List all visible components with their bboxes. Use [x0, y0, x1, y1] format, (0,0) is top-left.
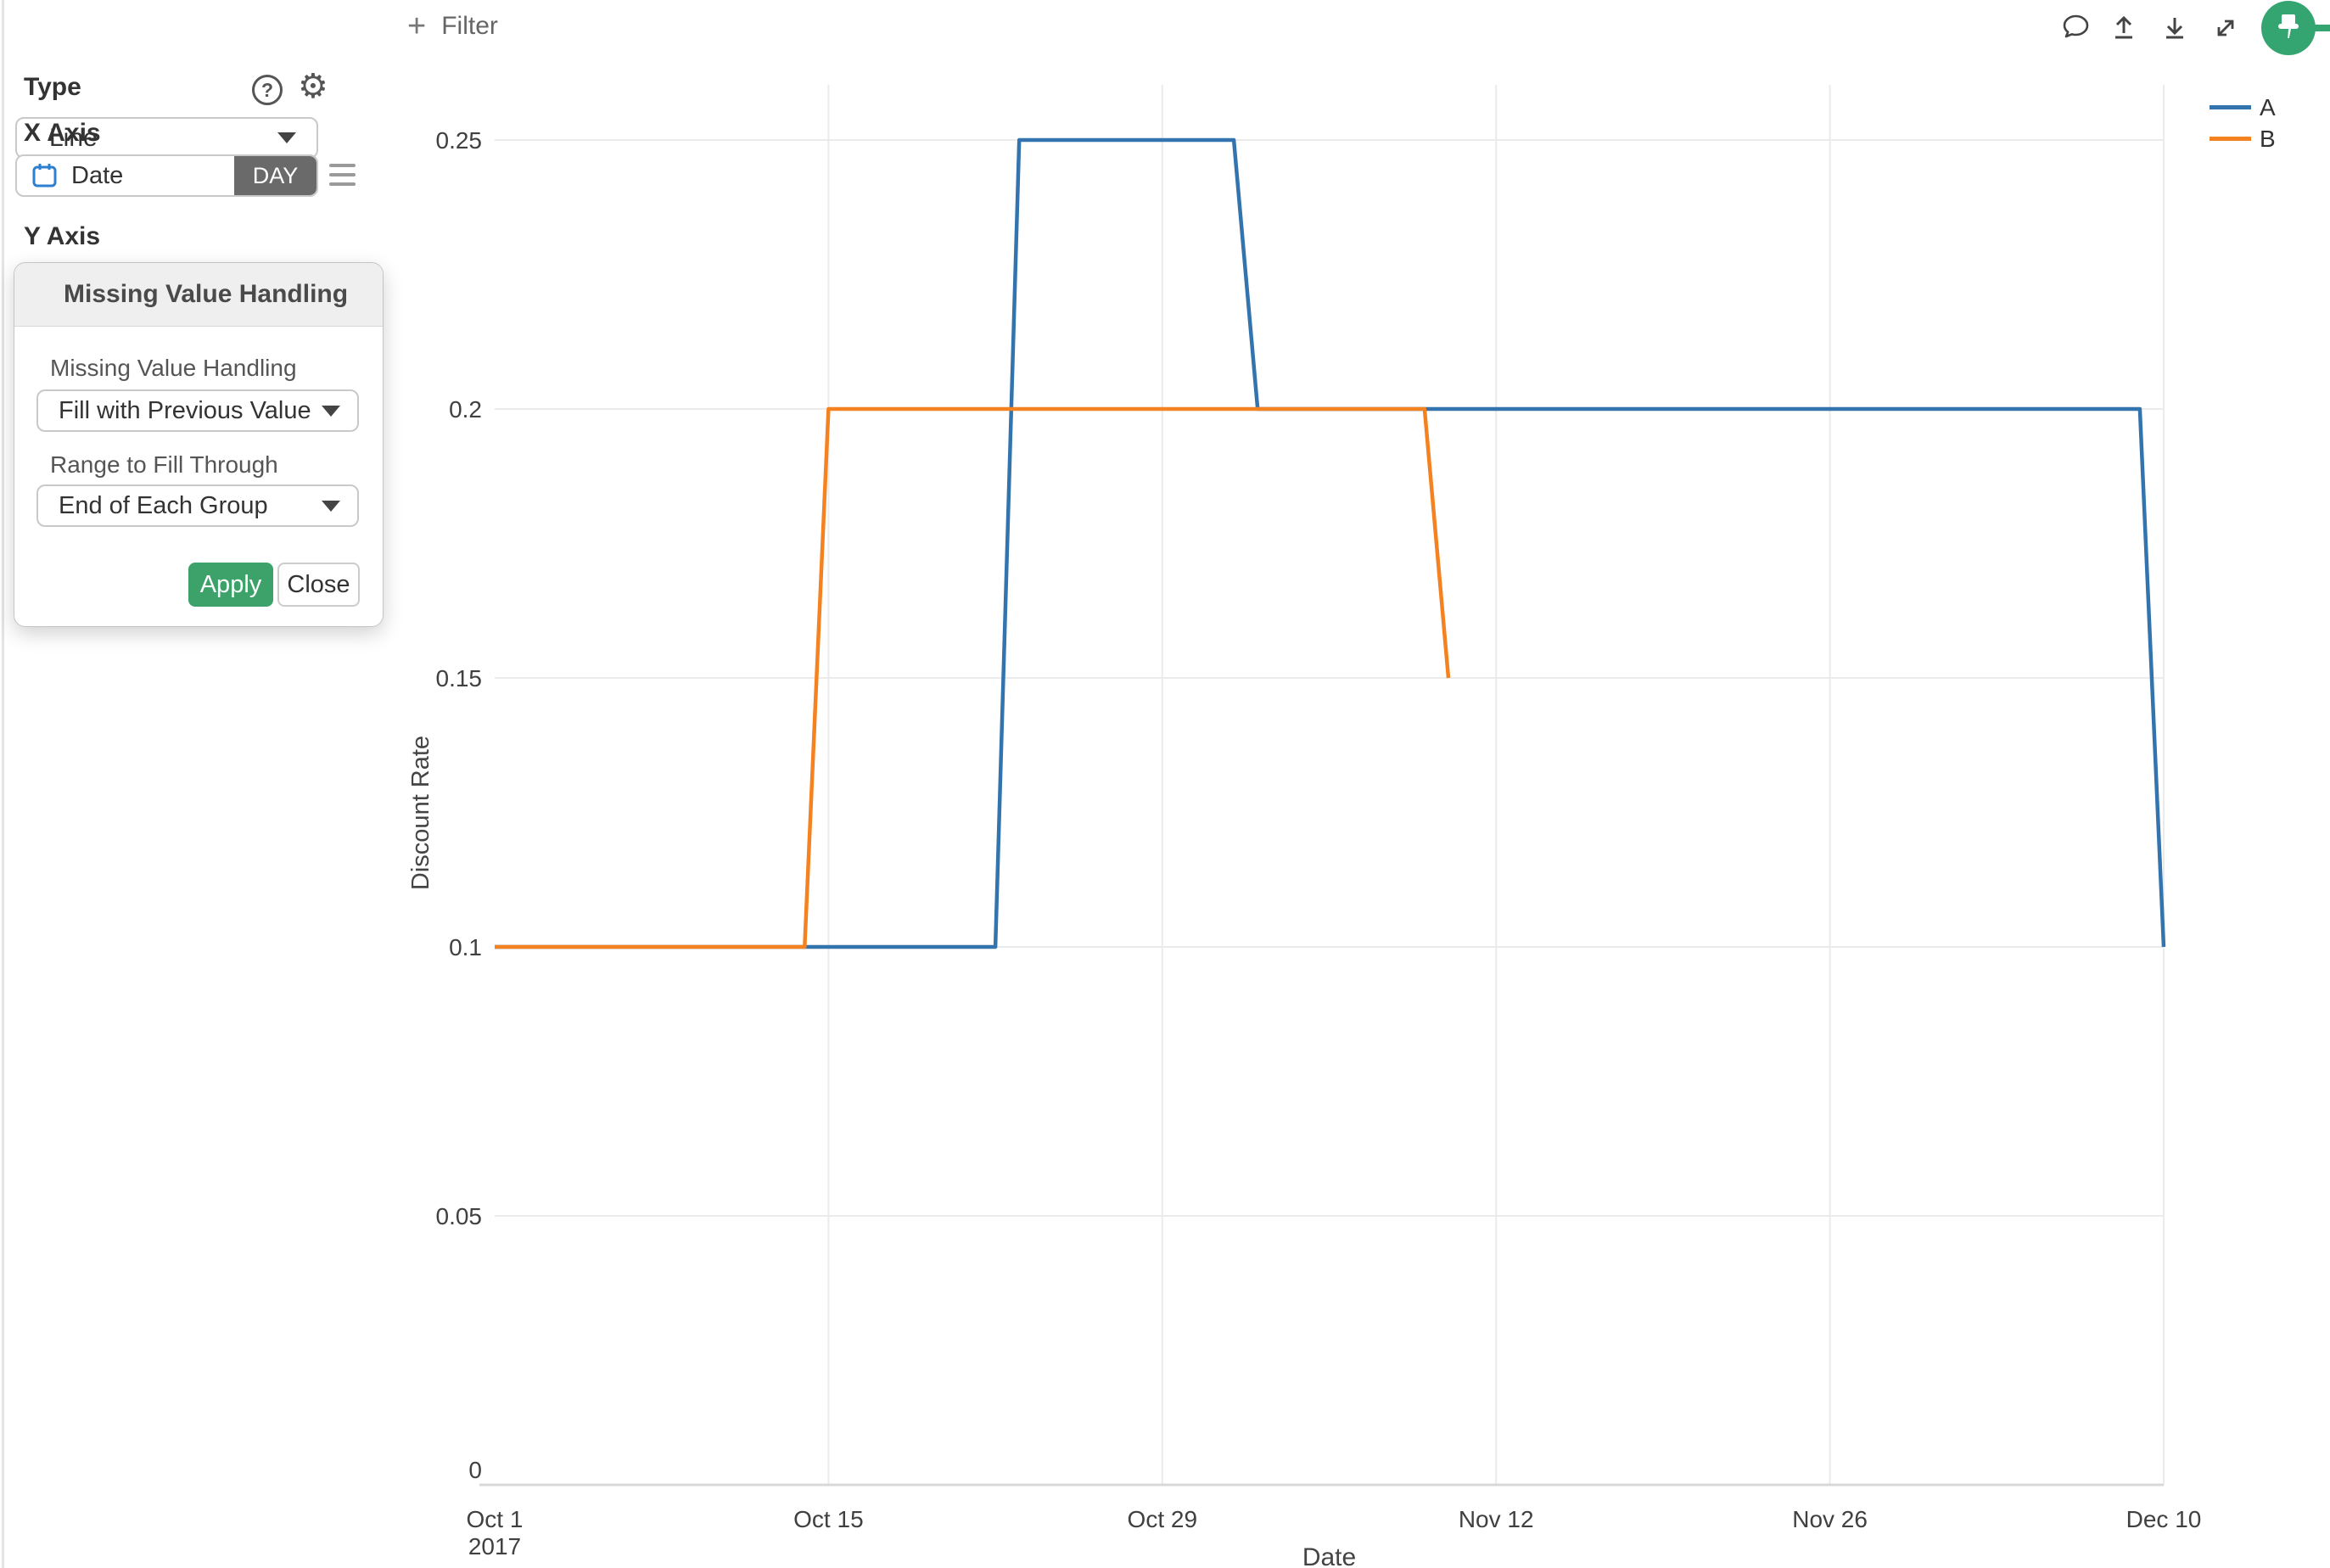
- comment-icon[interactable]: [2058, 11, 2092, 45]
- svg-text:Oct 29: Oct 29: [1128, 1506, 1197, 1532]
- svg-text:Oct 15: Oct 15: [793, 1506, 863, 1532]
- pin-button[interactable]: [2261, 1, 2316, 55]
- chevron-down-icon: [277, 132, 296, 143]
- x-axis-drag-handle-icon[interactable]: [329, 164, 356, 192]
- pin-accent-bar: [2313, 25, 2330, 31]
- download-icon[interactable]: [2158, 11, 2192, 45]
- missing-value-handling-label: Missing Value Handling: [50, 355, 297, 381]
- series-b-label: B: [2260, 125, 2276, 152]
- x-axis-section-label: X Axis: [24, 119, 101, 147]
- dialog-title: Missing Value Handling: [64, 280, 349, 308]
- series-b-swatch: [2210, 137, 2251, 141]
- svg-text:0.05: 0.05: [436, 1203, 483, 1229]
- plus-icon: +: [407, 8, 427, 44]
- svg-text:Oct 1: Oct 1: [467, 1506, 524, 1532]
- range-to-fill-select[interactable]: End of Each Group: [36, 484, 359, 527]
- svg-text:2017: 2017: [468, 1533, 521, 1560]
- chevron-down-icon: [322, 500, 340, 512]
- range-to-fill-label: Range to Fill Through: [50, 451, 278, 478]
- calendar-icon: [32, 164, 57, 188]
- svg-text:0.1: 0.1: [449, 934, 482, 960]
- close-button[interactable]: Close: [277, 563, 360, 607]
- legend-item-a[interactable]: A: [2210, 92, 2276, 123]
- apply-button[interactable]: Apply: [188, 563, 273, 607]
- add-filter-button[interactable]: + Filter: [407, 10, 498, 42]
- type-section-label: Type: [24, 73, 81, 101]
- svg-text:Date: Date: [1302, 1543, 1356, 1568]
- pushpin-icon: [2278, 14, 2299, 38]
- svg-text:0.15: 0.15: [436, 665, 483, 692]
- svg-text:Nov 12: Nov 12: [1459, 1506, 1534, 1532]
- range-to-fill-value: End of Each Group: [59, 491, 268, 519]
- chart-type-select[interactable]: Line: [15, 117, 318, 159]
- x-axis-field[interactable]: Date DAY: [15, 154, 318, 197]
- svg-text:Nov 26: Nov 26: [1792, 1506, 1868, 1532]
- missing-value-dialog: Missing Value Handling Missing Value Han…: [14, 262, 384, 627]
- svg-text:0.2: 0.2: [449, 396, 482, 423]
- x-axis-granularity-badge[interactable]: DAY: [234, 156, 316, 195]
- missing-value-handling-value: Fill with Previous Value: [59, 396, 311, 424]
- settings-gear-icon[interactable]: ⚙: [298, 68, 328, 105]
- x-axis-field-name: Date: [71, 161, 124, 189]
- missing-value-handling-select[interactable]: Fill with Previous Value: [36, 389, 359, 432]
- chart-legend: A B: [2210, 92, 2276, 154]
- y-axis-section-label: Y Axis: [24, 222, 101, 250]
- svg-text:Dec 10: Dec 10: [2126, 1506, 2202, 1532]
- series-a-label: A: [2260, 93, 2276, 120]
- sidebar-left-edge: [2, 0, 4, 1568]
- expand-icon[interactable]: [2209, 11, 2243, 45]
- svg-text:0.25: 0.25: [436, 127, 483, 154]
- series-a-swatch: [2210, 105, 2251, 109]
- chart-type-value: Line: [49, 123, 98, 152]
- svg-text:Discount Rate: Discount Rate: [407, 736, 434, 890]
- dialog-header: Missing Value Handling: [14, 263, 383, 327]
- chevron-down-icon: [322, 405, 340, 417]
- svg-text:0: 0: [468, 1457, 482, 1483]
- filter-label: Filter: [441, 12, 498, 40]
- legend-item-b[interactable]: B: [2210, 123, 2276, 154]
- help-icon[interactable]: ?: [252, 75, 283, 105]
- upload-icon[interactable]: [2107, 11, 2141, 45]
